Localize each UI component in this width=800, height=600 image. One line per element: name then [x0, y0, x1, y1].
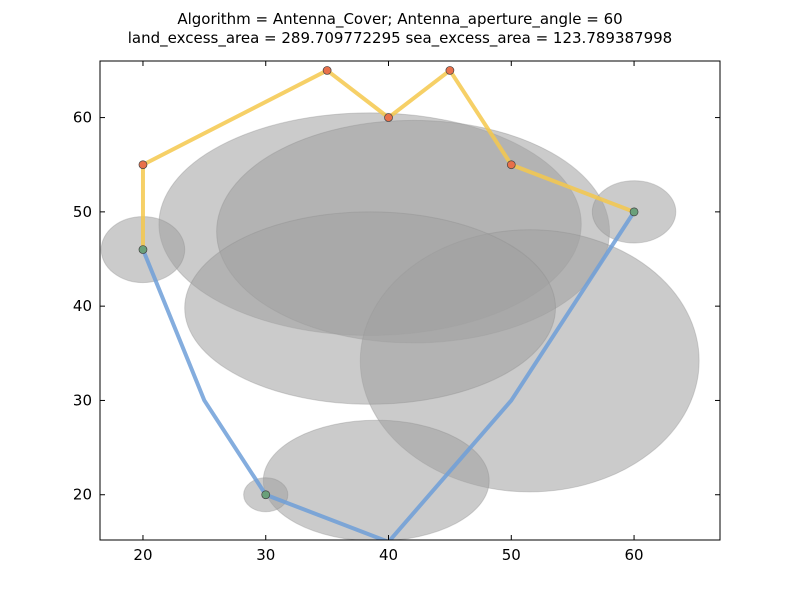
coverage-ellipse — [184, 211, 556, 405]
x-tick-label: 50 — [502, 546, 521, 564]
land-point — [506, 160, 516, 170]
x-tick-label: 20 — [133, 546, 152, 564]
land-point — [445, 66, 455, 75]
chart-title-line-2: land_excess_area = 289.709772295 sea_exc… — [127, 29, 673, 47]
coverage-ellipse — [262, 419, 490, 540]
plot-frame — [99, 60, 721, 541]
y-tick-label: 50 — [73, 203, 92, 221]
axis-ticks: 20 30 40 50 60 20 30 40 50 60 — [73, 61, 720, 564]
land-point — [384, 113, 393, 122]
sea-point — [629, 207, 639, 217]
x-tick-label: 30 — [256, 546, 275, 564]
sea-point — [261, 490, 271, 500]
x-tick-label: 40 — [379, 546, 398, 564]
sea-path-line — [141, 210, 636, 540]
y-tick-label: 40 — [73, 297, 92, 315]
y-tick-label: 20 — [73, 486, 92, 504]
x-tick-label: 60 — [625, 546, 644, 564]
y-tick-label: 60 — [73, 109, 92, 127]
land-point — [322, 66, 332, 75]
sea-point — [138, 245, 148, 254]
plot-content — [100, 66, 700, 540]
chart-title-line-1: Algorithm = Antenna_Cover; Antenna_apert… — [177, 10, 623, 28]
land-point — [138, 160, 148, 170]
y-tick-label: 30 — [73, 391, 92, 409]
